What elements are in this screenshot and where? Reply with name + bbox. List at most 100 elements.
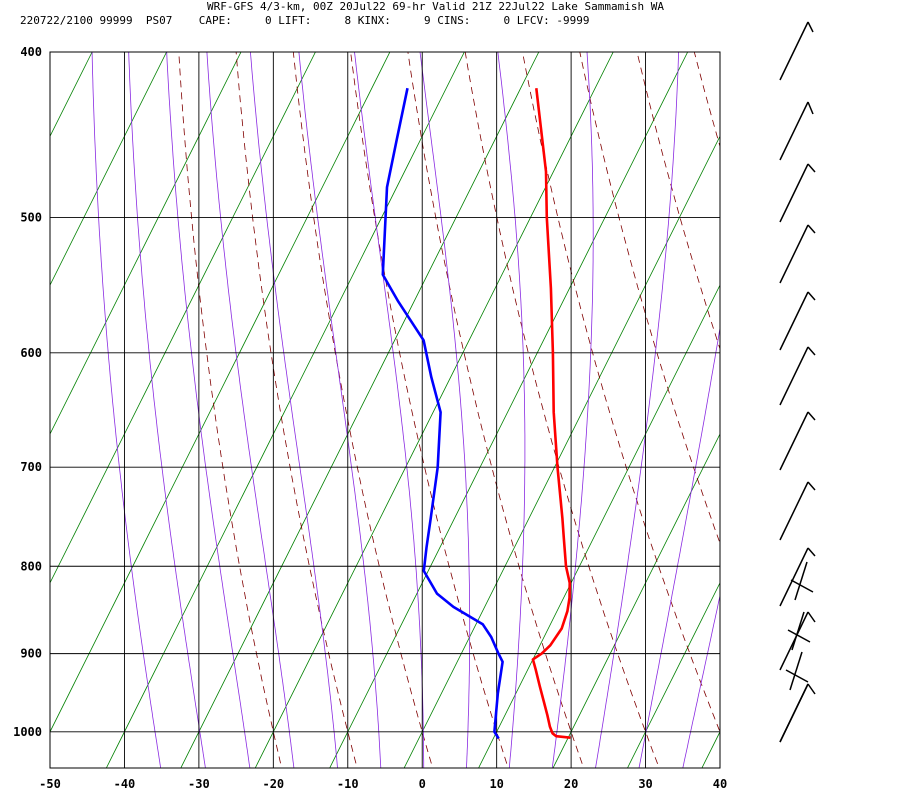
temperature-tick-label: -40 bbox=[114, 777, 136, 791]
dry-adiabat-line bbox=[464, 52, 660, 768]
isotherm-line bbox=[105, 52, 465, 768]
wind-barb bbox=[807, 163, 816, 173]
isotherm-line bbox=[329, 52, 689, 768]
wind-barb bbox=[807, 224, 816, 234]
wind-barb bbox=[807, 481, 816, 491]
moist-adiabat-line bbox=[497, 52, 526, 768]
isotherm-line bbox=[701, 730, 720, 768]
isotherm-line bbox=[50, 52, 167, 287]
wind-barb bbox=[789, 651, 803, 691]
chart-grid bbox=[49, 51, 721, 769]
wind-barb bbox=[779, 163, 809, 223]
pressure-tick-label: 800 bbox=[20, 559, 42, 573]
moist-adiabat-line bbox=[249, 52, 338, 768]
isotherm-line bbox=[403, 135, 720, 768]
dry-adiabat-line bbox=[746, 33, 900, 775]
moist-adiabat-line bbox=[91, 52, 162, 768]
dry-adiabat-line bbox=[579, 52, 720, 545]
moist-adiabat-line bbox=[551, 52, 594, 768]
dry-adiabat-lines bbox=[178, 33, 900, 775]
isotherm-line bbox=[552, 433, 720, 768]
pressure-tick-label: 1000 bbox=[13, 725, 42, 739]
moist-adiabat-line bbox=[638, 325, 720, 768]
pressure-tick-label: 600 bbox=[20, 346, 42, 360]
wind-barb bbox=[787, 629, 811, 643]
dry-adiabat-line bbox=[350, 52, 509, 768]
isotherm-line bbox=[254, 52, 614, 768]
wind-barb bbox=[807, 291, 816, 301]
wind-barb bbox=[807, 101, 814, 115]
temperature-tick-label: -10 bbox=[337, 777, 359, 791]
moist-adiabat-line bbox=[166, 52, 251, 768]
dry-adiabat-line bbox=[178, 52, 283, 768]
moist-adiabat-line bbox=[682, 593, 720, 768]
moist-adiabat-line bbox=[419, 52, 471, 768]
isotherm-line bbox=[50, 52, 391, 733]
dry-adiabat-line bbox=[636, 52, 720, 351]
isotherm-line bbox=[180, 52, 540, 768]
temperature-tick-label: 30 bbox=[638, 777, 652, 791]
dry-adiabat-line bbox=[693, 52, 720, 148]
moist-adiabat-line bbox=[298, 52, 382, 768]
isotherm-line bbox=[0, 52, 18, 768]
pressure-tick-label: 700 bbox=[20, 460, 42, 474]
moist-adiabat-line bbox=[128, 52, 206, 768]
plot-frame bbox=[49, 51, 721, 769]
wind-barb bbox=[807, 21, 814, 33]
dry-adiabat-line bbox=[803, 33, 900, 775]
dry-adiabat-line bbox=[522, 52, 720, 733]
wind-barb bbox=[779, 481, 809, 541]
temperature-tick-label: 10 bbox=[489, 777, 503, 791]
dry-adiabat-line bbox=[860, 33, 900, 775]
temperature-tick-label: -50 bbox=[39, 777, 61, 791]
temperature-tick-label: 20 bbox=[564, 777, 578, 791]
chart-title: WRF-GFS 4/3-km, 00Z 20Jul22 69-hr Valid … bbox=[207, 0, 664, 13]
isotherm-line bbox=[50, 52, 242, 435]
isotherm-line bbox=[851, 52, 900, 768]
axis-tick-labels: 400 500 600 700 800 900 1000 -50 -40 -30 -20 -10 0 10… bbox=[13, 45, 727, 791]
isotherm-line bbox=[50, 52, 316, 584]
dry-adiabat-line bbox=[407, 52, 585, 768]
isotherm-line bbox=[50, 52, 93, 138]
wind-barb bbox=[779, 291, 809, 351]
wind-barb bbox=[779, 547, 809, 607]
temperature-tick-label: -30 bbox=[188, 777, 210, 791]
wind-barb bbox=[807, 611, 816, 623]
wind-barb bbox=[807, 411, 816, 421]
moist-adiabat-line bbox=[206, 52, 295, 768]
temperature-tick-label: -20 bbox=[262, 777, 284, 791]
wind-barb bbox=[779, 411, 809, 471]
dry-adiabat-line bbox=[292, 52, 434, 768]
temperature-tick-label: 0 bbox=[419, 777, 426, 791]
wind-barb bbox=[779, 683, 809, 743]
pressure-tick-label: 500 bbox=[20, 211, 42, 225]
temperature-tick-label: 40 bbox=[713, 777, 727, 791]
wind-barbs bbox=[779, 21, 816, 743]
temperature-line bbox=[531, 88, 572, 739]
pressure-tick-label: 400 bbox=[20, 45, 42, 59]
wind-barb bbox=[779, 611, 809, 671]
wind-barb bbox=[794, 561, 808, 601]
isotherm-line bbox=[627, 582, 720, 768]
wind-barb bbox=[807, 683, 816, 695]
wind-barb bbox=[779, 346, 809, 406]
sounding-profiles bbox=[381, 87, 572, 740]
isotherm-line bbox=[776, 52, 900, 768]
wind-barb bbox=[791, 611, 805, 651]
dewpoint-line bbox=[381, 87, 504, 740]
isotherm-line bbox=[478, 284, 720, 768]
moist-adiabat-line bbox=[595, 52, 680, 768]
wind-barb bbox=[807, 547, 816, 557]
pressure-tick-label: 900 bbox=[20, 647, 42, 661]
wind-barb bbox=[779, 101, 809, 161]
moist-adiabat-lines bbox=[91, 52, 720, 768]
wind-barb bbox=[807, 346, 816, 356]
wind-barb bbox=[785, 669, 809, 683]
isotherm-lines bbox=[0, 52, 900, 768]
wind-barb bbox=[790, 579, 814, 593]
dry-adiabat-line bbox=[235, 52, 358, 768]
sounding-info-line: 220722/2100 99999 PS07 CAPE: 0 LIFT: 8 K… bbox=[20, 14, 590, 27]
wind-barb bbox=[779, 224, 809, 284]
wind-barb bbox=[779, 21, 809, 81]
